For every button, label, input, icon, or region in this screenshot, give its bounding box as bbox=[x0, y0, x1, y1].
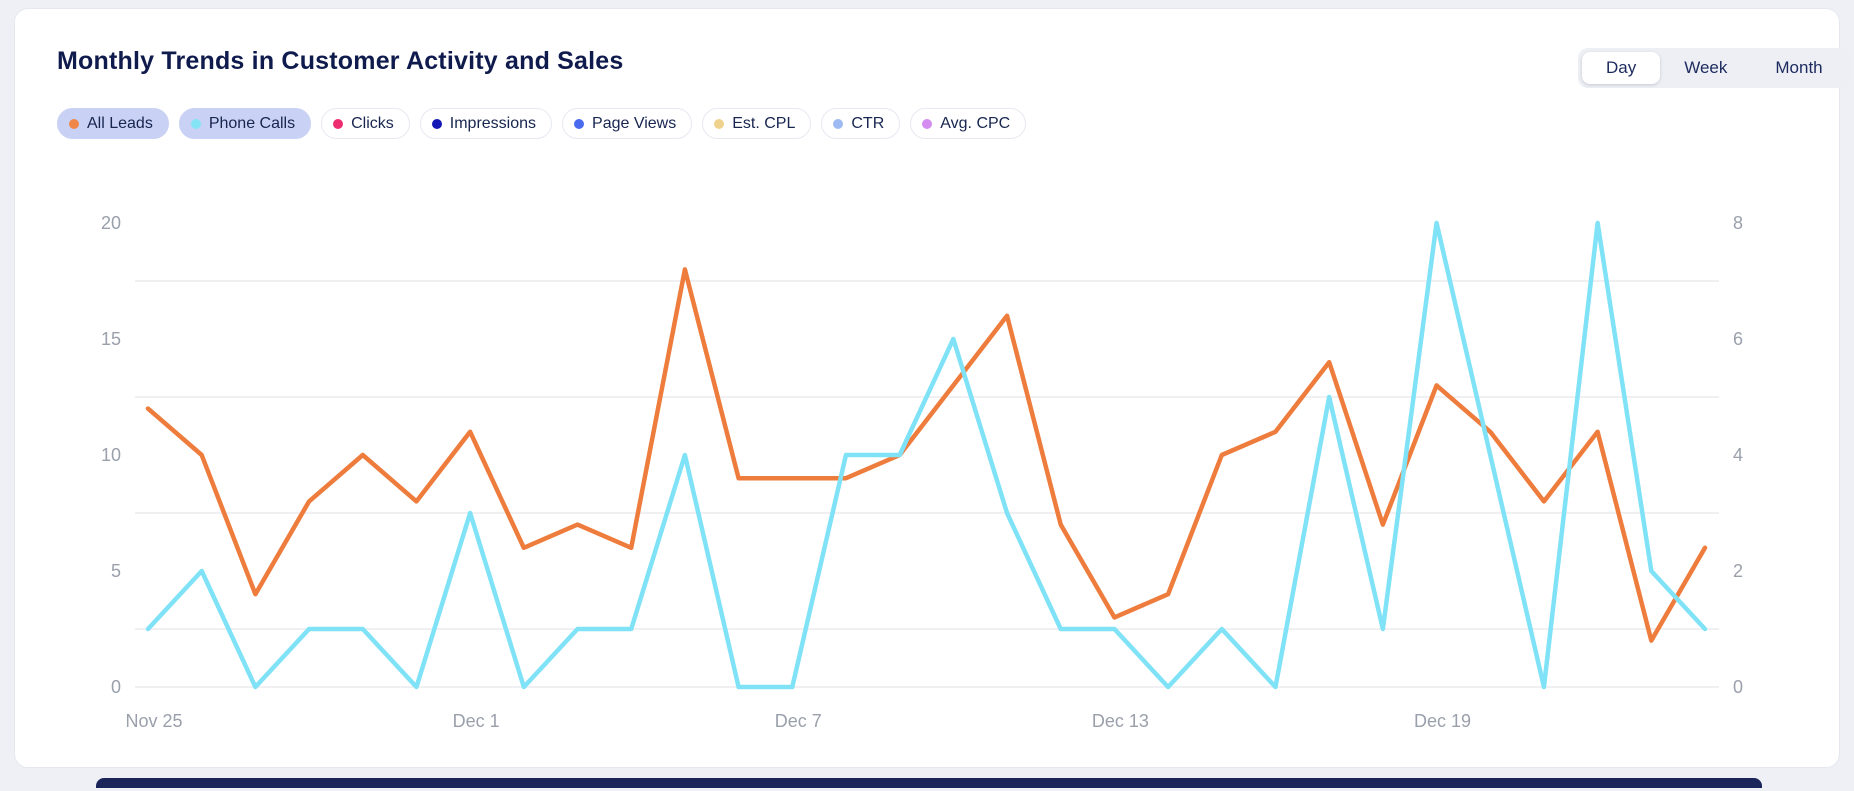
line-chart: 0 5 10 15 20 0 2 4 6 8 Nov 25 Dec 1 Dec 7 Dec 13 Dec 1… bbox=[101, 213, 1743, 731]
toggle-option-week[interactable]: Week bbox=[1684, 58, 1728, 77]
right-axis-tick: 0 bbox=[1733, 677, 1743, 697]
legend-chip-ctr[interactable]: CTR bbox=[821, 108, 901, 139]
legend-chip-clicks[interactable]: Clicks bbox=[321, 108, 410, 139]
toggle-option-day[interactable]: Day bbox=[1582, 52, 1661, 84]
toggle-option-month[interactable]: Month bbox=[1775, 58, 1823, 77]
left-axis-tick: 10 bbox=[101, 445, 121, 465]
next-card-edge bbox=[96, 778, 1762, 788]
legend-chip-page-views[interactable]: Page Views bbox=[562, 108, 693, 139]
legend-chip-impressions[interactable]: Impressions bbox=[419, 108, 553, 139]
legend-chip-phone-calls[interactable]: Phone Calls bbox=[178, 108, 312, 139]
legend-chip-label: Clicks bbox=[351, 114, 394, 132]
legend-chip-label: Phone Calls bbox=[208, 114, 296, 132]
legend-chip-label: Page Views bbox=[592, 114, 677, 132]
series-color-dot bbox=[833, 118, 844, 129]
legend-chip-all-leads[interactable]: All Leads bbox=[57, 108, 169, 139]
legend-chip-avg-cpc[interactable]: Avg. CPC bbox=[910, 108, 1027, 139]
x-axis-tick: Nov 25 bbox=[125, 711, 182, 731]
legend-chip-label: All Leads bbox=[87, 114, 153, 132]
legend-chip-label: Impressions bbox=[449, 114, 537, 132]
x-axis-tick: Dec 7 bbox=[775, 711, 822, 731]
x-axis-tick: Dec 1 bbox=[453, 711, 500, 731]
legend-chip-label: Est. CPL bbox=[732, 114, 796, 132]
x-axis-tick: Dec 13 bbox=[1092, 711, 1149, 731]
legend-chip-est-cpl[interactable]: Est. CPL bbox=[702, 108, 812, 139]
right-axis-tick: 2 bbox=[1733, 561, 1743, 581]
right-axis-tick: 4 bbox=[1733, 445, 1743, 465]
right-axis-tick: 6 bbox=[1733, 329, 1743, 349]
legend-chips: All Leads Phone Calls Clicks Impressions Pag… bbox=[57, 108, 1027, 139]
series-color-dot bbox=[190, 118, 201, 129]
legend-chip-label: Avg. CPC bbox=[940, 114, 1011, 132]
left-axis-tick: 20 bbox=[101, 213, 121, 233]
series-color-dot bbox=[69, 118, 79, 129]
left-axis-tick: 5 bbox=[111, 561, 121, 581]
right-axis-tick: 8 bbox=[1733, 213, 1743, 233]
series-line-all-leads bbox=[145, 267, 1708, 643]
left-axis-tick: 15 bbox=[101, 329, 121, 349]
series-color-dot bbox=[574, 118, 585, 129]
left-axis-tick: 0 bbox=[111, 677, 121, 697]
page-title: Monthly Trends in Customer Activity and … bbox=[57, 47, 624, 75]
series-color-dot bbox=[714, 118, 725, 129]
series-color-dot bbox=[333, 118, 344, 129]
range-toggle: Day Week Month bbox=[1578, 48, 1851, 88]
series-color-dot bbox=[922, 118, 933, 129]
series-color-dot bbox=[431, 118, 442, 129]
chart-card: Monthly Trends in Customer Activity and … bbox=[14, 8, 1851, 768]
legend-chip-label: CTR bbox=[851, 114, 885, 132]
series-line-phone-calls bbox=[145, 220, 1708, 690]
x-axis-tick: Dec 19 bbox=[1414, 711, 1471, 731]
